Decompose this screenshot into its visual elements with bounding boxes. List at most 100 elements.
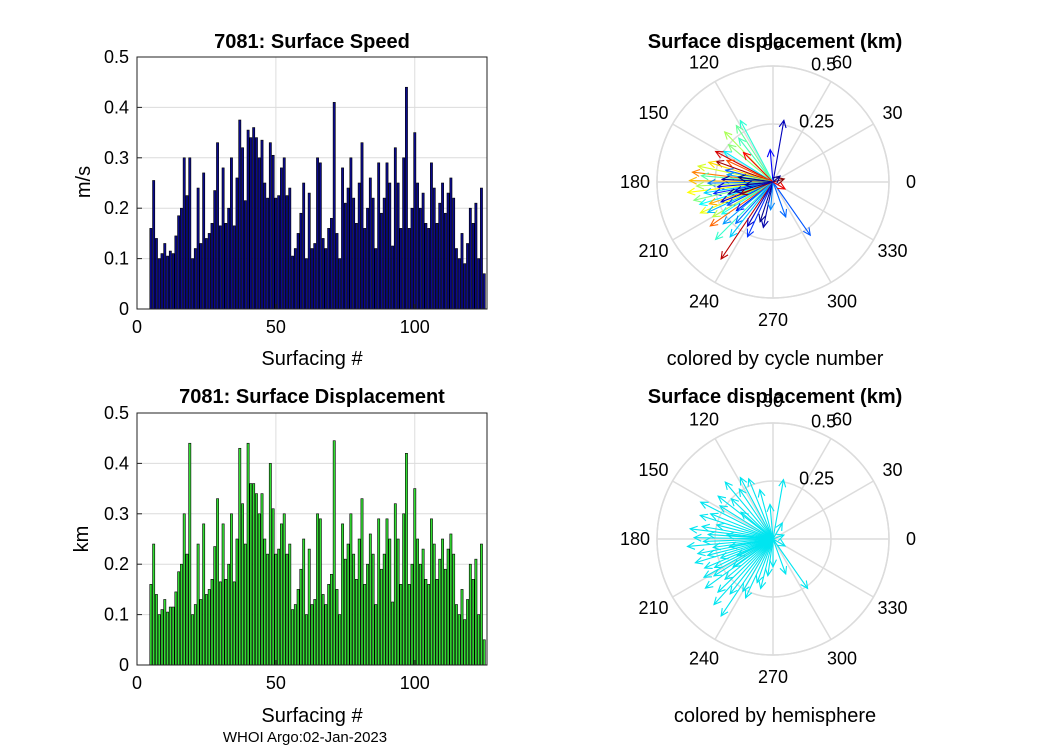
bar (155, 238, 158, 310)
bar (455, 604, 458, 666)
arrow-head (699, 206, 709, 214)
angle-tick-label: 270 (758, 667, 788, 687)
arrow-head (707, 160, 717, 169)
arrow-head (712, 568, 722, 577)
arrow-shaft (738, 176, 774, 183)
bar (263, 182, 267, 310)
bar (355, 223, 358, 310)
bar (180, 207, 183, 310)
arrow-head (700, 172, 710, 181)
bar (307, 548, 311, 666)
bar (174, 591, 178, 666)
bar (343, 558, 347, 666)
bar (457, 614, 461, 666)
arrow-head (744, 180, 754, 189)
displacement-arrow (722, 181, 774, 225)
arrow-shaft (739, 477, 774, 540)
bar (430, 162, 433, 310)
displacement-arrow (758, 538, 774, 590)
axes-box (136, 412, 488, 666)
bar (180, 563, 183, 666)
arrow-head (803, 227, 811, 237)
displacement-arrow (706, 538, 774, 558)
bar (266, 553, 269, 666)
bar (224, 579, 228, 666)
bar (446, 548, 450, 666)
arrow-shaft (716, 524, 774, 540)
arrow-shaft (724, 481, 774, 540)
arrow-shaft (729, 181, 774, 238)
bar (471, 223, 475, 310)
arrow-head (688, 525, 698, 534)
displacement-arrow (699, 501, 774, 540)
bar (260, 139, 264, 310)
bar (466, 599, 469, 666)
y-tick-label: 0.4 (104, 453, 129, 473)
arrow-head (735, 203, 745, 212)
arrow-shaft (730, 498, 774, 540)
bar (424, 223, 428, 310)
bar (396, 182, 400, 310)
displacement-arrow (766, 148, 775, 183)
bar (332, 102, 336, 310)
bar (341, 523, 344, 666)
bar (332, 440, 336, 666)
displacement-arrow (722, 150, 774, 183)
bar (296, 233, 300, 310)
arrow-shaft (697, 165, 774, 183)
bar (193, 248, 197, 310)
bar (182, 157, 186, 310)
bar (307, 192, 311, 310)
bar (299, 568, 303, 666)
bar (449, 533, 453, 666)
bar (288, 543, 292, 666)
bar (335, 589, 339, 666)
bar (227, 563, 231, 666)
angle-tick-label: 210 (638, 598, 668, 618)
arrow-shaft (723, 150, 774, 183)
bar (246, 129, 250, 310)
polar-spoke (772, 181, 832, 283)
arrow-shaft (729, 538, 774, 595)
polar-spoke (772, 538, 874, 598)
angle-tick-label: 0 (906, 529, 916, 549)
arrow-head (686, 541, 696, 550)
arrow-shaft (717, 538, 774, 593)
bar (418, 207, 422, 310)
displacement-arrow (714, 181, 774, 241)
arrow-shaft (734, 181, 774, 193)
displacement-arrow (737, 174, 774, 183)
bar (291, 609, 294, 666)
arrow-head (742, 583, 750, 593)
bar (205, 594, 208, 666)
bar (296, 589, 300, 666)
displacement-arrow (724, 538, 774, 581)
y-tick-label: 0.1 (104, 249, 129, 269)
bar (238, 447, 242, 666)
displacement-arrow (727, 143, 774, 183)
bar (271, 508, 275, 666)
arrow-shaft (694, 537, 774, 540)
arrow-shaft (772, 522, 783, 540)
displacement-arrow (733, 181, 774, 194)
bar (221, 523, 225, 666)
arrow-head (725, 171, 735, 180)
y-tick-label: 0 (119, 299, 129, 319)
x-axis-label: Surfacing # (261, 348, 363, 370)
bar (366, 563, 369, 666)
angle-tick-label: 90 (763, 34, 783, 54)
bar (280, 167, 283, 310)
bar (149, 584, 153, 666)
arrow-shaft (745, 538, 774, 599)
displacement-arrow (772, 181, 787, 190)
bar (338, 258, 342, 310)
arrow-shaft (738, 137, 774, 183)
bar (249, 137, 253, 310)
arrow-head (726, 188, 737, 197)
bar (455, 248, 458, 310)
bar (285, 195, 289, 310)
displacement-arrow (747, 477, 774, 540)
bar (380, 568, 383, 666)
arrow-head (718, 505, 728, 513)
chart-title: Surface displacement (km) (648, 386, 903, 408)
